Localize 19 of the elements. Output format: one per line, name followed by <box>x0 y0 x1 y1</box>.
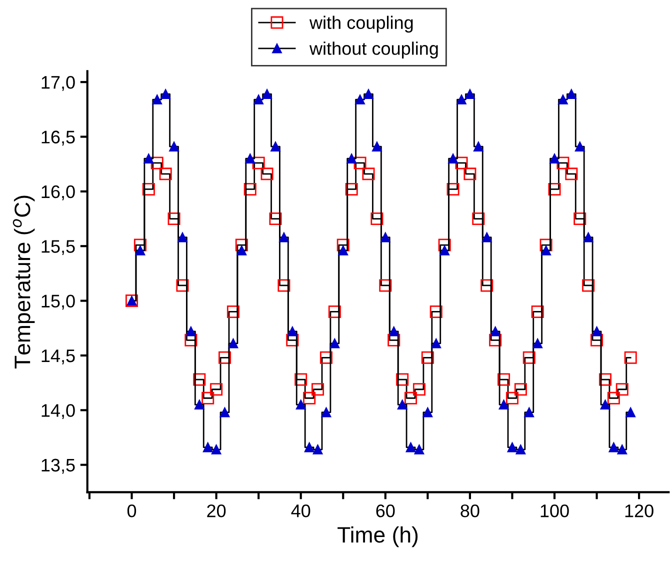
x-tick-label: 40 <box>291 504 310 518</box>
x-tick-label: 20 <box>207 504 226 518</box>
y-tick-label: 16,5 <box>42 130 75 146</box>
x-tick-label: 120 <box>625 504 654 518</box>
y-tick-label: 14,0 <box>42 404 75 420</box>
legend-label: with coupling <box>309 16 413 33</box>
legend-label: without coupling <box>309 42 438 58</box>
x-axis-title: Time (h) <box>338 526 418 548</box>
x-tick-label: 100 <box>540 504 569 518</box>
y-tick-label: 13,5 <box>42 458 75 474</box>
x-tick-label: 0 <box>127 504 136 518</box>
x-tick-label: 60 <box>376 504 395 518</box>
y-axis-title: Temperature ($^{o}$C) <box>12 196 35 368</box>
y-tick-label: 16,0 <box>42 185 75 200</box>
y-tick-label: 17,0 <box>42 76 75 91</box>
y-tick-label: 15,0 <box>42 294 75 310</box>
y-tick-label: 14,5 <box>42 350 75 364</box>
y-tick-label: 15,5 <box>42 240 75 255</box>
x-tick-label: 80 <box>460 504 480 518</box>
